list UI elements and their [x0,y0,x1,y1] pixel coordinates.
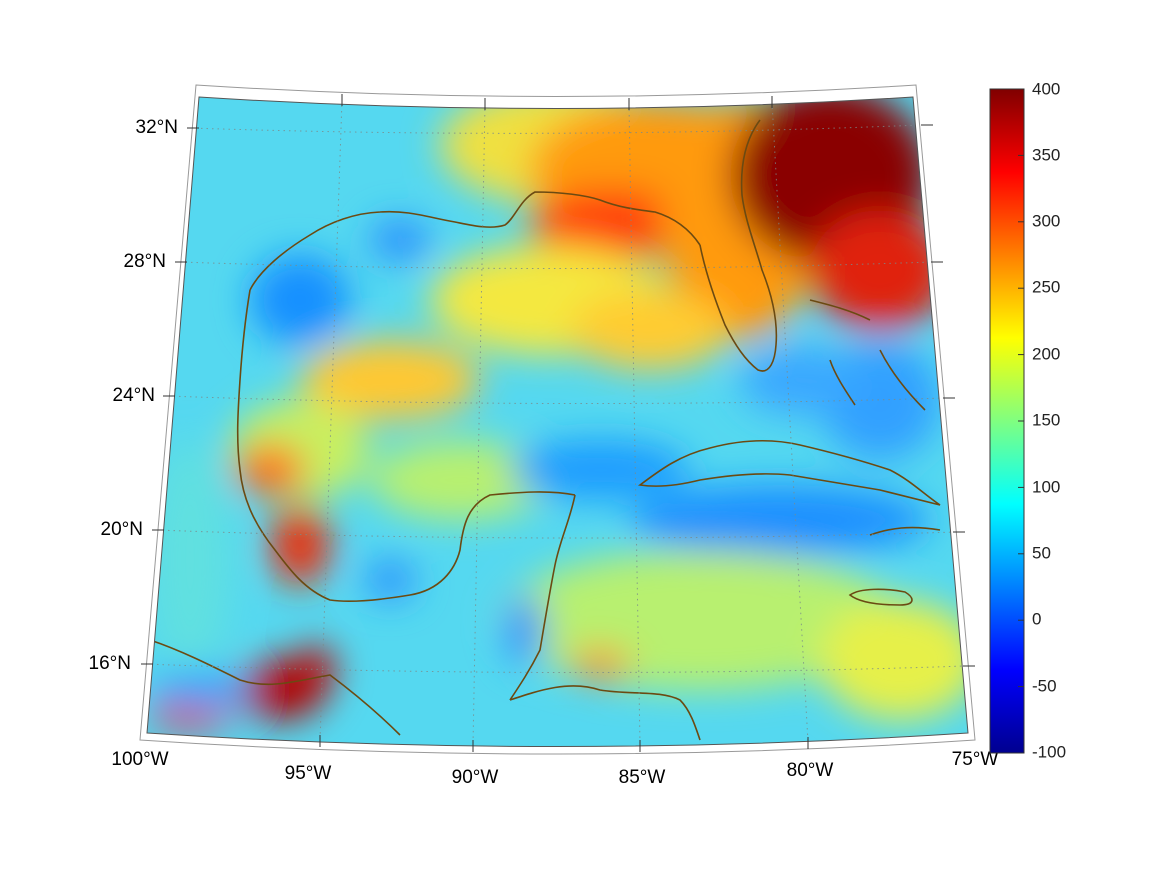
lat-label-32N: 32°N [136,117,178,138]
data-field [147,97,968,747]
lon-label-100W: 100°W [111,749,168,770]
lon-label-85W: 85°W [619,767,666,788]
central-america-coast [509,685,701,741]
jamaica-coast [848,588,913,606]
coastlines [149,119,941,741]
pacific-coast [149,639,401,736]
colorbar-label-100: 100 [1032,477,1060,496]
colorbar-label-250: 250 [1032,277,1060,296]
gridline-lon-85W [628,103,641,746]
lat-label-16N: 16°N [89,653,131,674]
map-panel: 32°N 28°N 24°N 20°N 16°N 100°W 95°W 90°W… [89,84,999,788]
hispaniola-coast [869,526,941,536]
gridline-lon-95W [319,99,343,741]
colorbar-label-minus50: -50 [1032,676,1057,695]
bahamas-coast [809,299,926,411]
lon-label-95W: 95°W [285,763,332,784]
gridline-lat-24N [167,395,946,405]
colorbar-label-50: 50 [1032,543,1051,562]
lat-label-20N: 20°N [101,519,143,540]
gridline-lon-80W [771,101,809,743]
lon-label-75W: 75°W [952,749,999,770]
lat-label-24N: 24°N [113,385,155,406]
gridline-lat-28N [179,261,933,269]
yucatan-coast [509,494,576,701]
colorbar-label-300: 300 [1032,211,1060,230]
florida-coast [699,119,778,372]
lon-label-80W: 80°W [787,760,834,781]
us-gulf-coast [249,191,701,291]
lat-label-28N: 28°N [124,251,166,272]
map-frame [139,84,976,755]
colorbar: 400 350 300 250 200 150 100 50 0 -50 -10… [989,79,1066,761]
colorbar-label-minus100: -100 [1032,742,1066,761]
colorbar-ticks [1018,88,1024,754]
colorbar-label-200: 200 [1032,344,1060,363]
mexico-coast [236,289,576,602]
lon-label-90W: 90°W [452,767,499,788]
colorbar-label-0: 0 [1032,609,1041,628]
tick-marks [141,94,975,752]
graticule [147,99,966,746]
colorbar-label-400: 400 [1032,79,1060,98]
gridline-lat-20N [156,529,956,539]
gridline-lon-90W [472,103,486,746]
cuba-coast [637,439,941,506]
colorbar-label-350: 350 [1032,145,1060,164]
colorbar-label-150: 150 [1032,410,1060,429]
